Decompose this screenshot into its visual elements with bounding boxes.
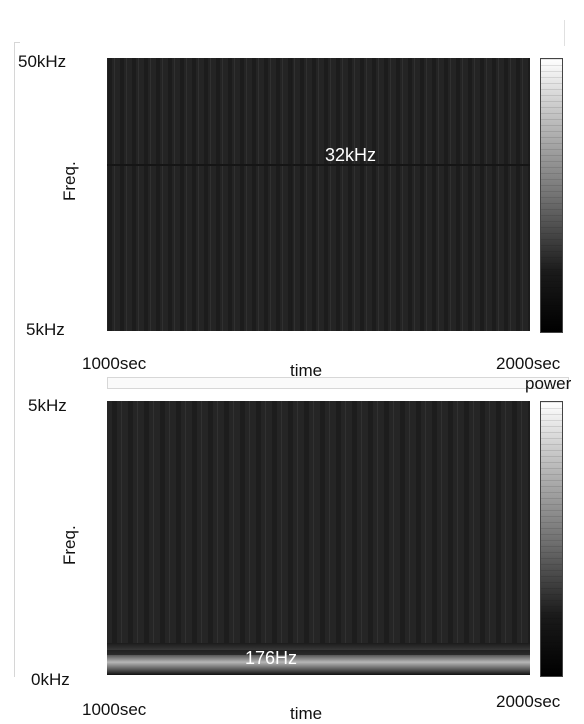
top-border bbox=[14, 42, 20, 43]
top-x-tick-end: 2000sec bbox=[496, 354, 561, 373]
top-x-axis-label: time bbox=[290, 361, 323, 380]
top-x-tick-start: 1000sec bbox=[82, 354, 147, 373]
top-annotation-32khz: 32kHz bbox=[325, 145, 377, 165]
top-spectrogram-panel bbox=[107, 58, 530, 331]
top-right-border bbox=[564, 20, 565, 46]
middle-separator bbox=[107, 377, 569, 389]
bottom-y-tick-max: 5kHz bbox=[28, 396, 67, 415]
top-colorbar-label: power bbox=[525, 374, 572, 393]
top-colorbar bbox=[540, 58, 563, 333]
bottom-annotation-176hz: 176Hz bbox=[245, 648, 298, 668]
bottom-y-tick-min: 0kHz bbox=[31, 670, 70, 689]
bottom-y-axis-label: Freq. bbox=[60, 525, 79, 565]
top-left-border bbox=[14, 42, 15, 677]
top-y-tick-min: 5kHz bbox=[26, 320, 65, 339]
bottom-colorbar bbox=[540, 401, 563, 677]
top-y-tick-max: 50kHz bbox=[18, 52, 67, 71]
top-y-axis-label: Freq. bbox=[60, 161, 79, 201]
bottom-spectrogram-panel bbox=[107, 401, 530, 675]
bottom-low-band bbox=[107, 643, 530, 675]
bottom-x-axis-label: time bbox=[290, 704, 323, 723]
bottom-x-tick-end: 2000sec bbox=[496, 692, 561, 711]
bottom-x-tick-start: 1000sec bbox=[82, 700, 147, 719]
bottom-low-band-dark bbox=[107, 650, 530, 655]
